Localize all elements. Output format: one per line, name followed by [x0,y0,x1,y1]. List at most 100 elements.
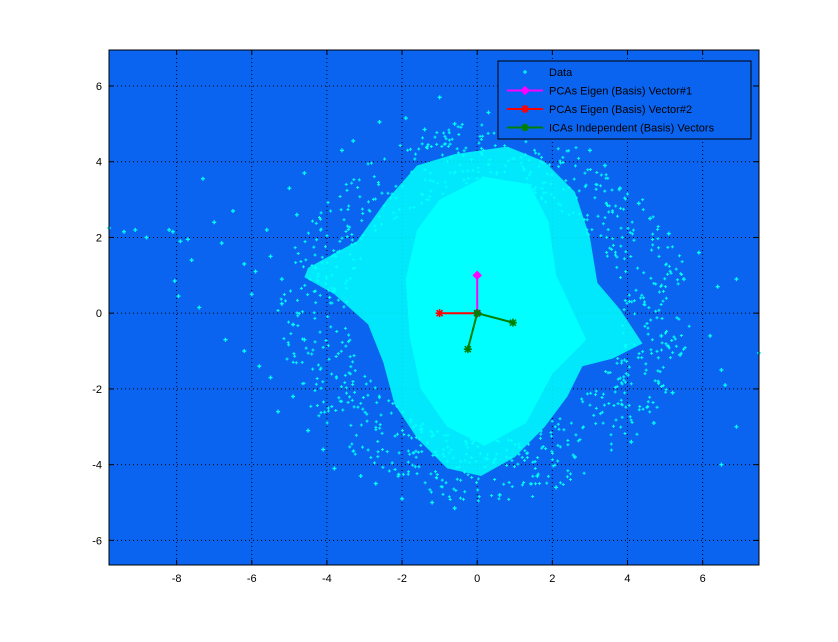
data-point [664,387,668,391]
data-point [531,474,535,478]
data-point [483,456,487,460]
data-point [348,338,352,342]
data-point [516,462,520,466]
data-point [300,360,304,364]
data-point [459,125,463,129]
data-point [444,142,448,146]
data-point [295,311,299,315]
data-point [661,384,665,388]
data-point [344,344,348,348]
data-point [544,447,548,451]
data-point [395,405,399,409]
data-point [600,395,604,399]
data-point [657,290,661,294]
data-point [656,356,660,360]
data-point [291,360,295,364]
data-point [423,178,427,182]
data-point [428,179,432,183]
data-point [687,324,691,328]
data-point [637,352,641,356]
data-point [431,453,435,457]
data-point [620,415,624,419]
data-point [519,155,523,159]
data-point [522,480,526,484]
data-point [122,229,127,234]
data-point [345,235,349,239]
data-point [352,178,356,182]
data-point [408,452,412,456]
data-point [611,210,615,214]
data-point [339,208,343,212]
data-point [435,131,439,135]
data-point [557,165,561,169]
data-point [410,436,414,440]
data-point [632,343,636,347]
data-point [544,200,548,204]
data-point [668,356,672,360]
data-point [314,301,318,305]
data-point [719,367,724,372]
data-point [540,446,544,450]
data-point [425,146,429,150]
data-point [326,409,330,413]
data-point [311,348,315,352]
data-point [346,207,350,211]
data-point [442,454,446,458]
data-point [358,474,363,479]
data-point [455,477,459,481]
legend-label: Data [549,67,573,79]
data-point [401,184,405,188]
data-point [615,255,619,259]
data-point [315,404,319,408]
data-point [517,445,521,449]
data-point [618,376,622,380]
data-point [476,477,480,481]
data-point [656,227,660,231]
data-point [325,234,329,238]
data-point [457,133,461,137]
data-point [296,252,300,256]
data-point [619,398,623,402]
data-point [400,496,405,501]
data-point [447,495,451,499]
data-point [304,346,308,350]
data-point [622,308,626,312]
data-point [664,390,668,394]
data-point [365,419,369,423]
data-point [492,131,496,135]
data-point [474,460,478,464]
data-point [353,390,357,394]
data-point [651,243,655,247]
data-point [609,442,613,446]
data-point [478,451,482,455]
data-point [440,485,444,489]
data-point [628,415,632,419]
data-point [610,247,614,251]
data-point [612,403,616,407]
data-point [548,163,552,167]
data-point [661,289,665,293]
data-point [289,289,293,293]
data-point [326,288,330,292]
data-point [435,453,439,457]
data-point [401,472,405,476]
data-point [268,375,273,380]
data-point [557,202,561,206]
data-point [447,131,451,135]
data-point [670,245,674,249]
data-point [413,465,417,469]
data-point [276,308,280,312]
data-point [599,234,603,238]
data-point [675,316,679,320]
data-point [561,161,565,165]
data-point [626,226,630,230]
data-point [494,439,498,443]
data-point [459,478,463,482]
data-point [651,215,655,219]
data-point [569,421,573,425]
data-point [351,380,355,384]
data-point [513,443,517,447]
data-point [373,386,377,390]
data-point [242,261,247,266]
data-point [446,433,450,437]
